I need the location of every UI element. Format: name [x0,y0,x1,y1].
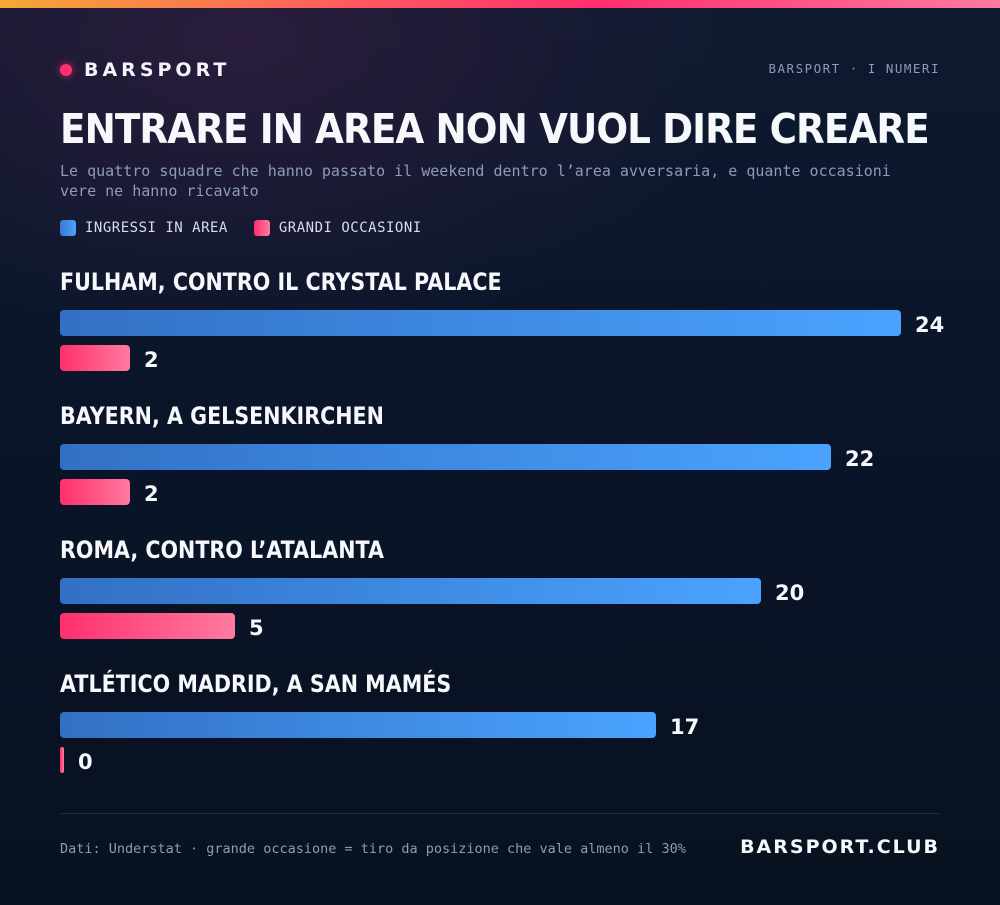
top-accent-bar [0,0,1000,8]
legend-item-ingressi: INGRESSI IN AREA [60,220,228,236]
data-label-occasioni: 2 [144,348,159,372]
data-label-ingressi: 20 [775,581,805,605]
data-label-occasioni: 2 [144,482,159,506]
chart-subtitle: Le quattro squadre che hanno passato il … [60,162,891,200]
bar-group: ATLÉTICO MADRID, A SAN MAMÉS 17 0 [60,664,940,784]
category-label: ROMA, CONTRO L’ATALANTA [60,536,384,564]
data-label-occasioni: 0 [78,750,93,774]
bar-occasioni [60,747,64,773]
legend-item-occasioni: GRANDI OCCASIONI [253,220,422,236]
brand-name: BARSPORT [84,59,231,81]
section-kicker: BARSPORT · I NUMERI [768,61,940,76]
bar-ingressi [60,578,761,604]
bar-occasioni [60,479,130,505]
brand-logo: BARSPORT [60,58,230,82]
bar-occasioni [60,613,235,639]
bar-group: ROMA, CONTRO L’ATALANTA 20 5 [60,530,940,650]
footer-divider [60,813,940,814]
bar-chart: FULHAM, CONTRO IL CRYSTAL PALACE 24 2 BAYER… [60,262,944,802]
legend-label-occasioni: GRANDI OCCASIONI [278,220,422,236]
data-label-ingressi: 17 [670,715,700,739]
data-label-occasioni: 5 [249,616,264,640]
bar-ingressi [60,444,831,470]
source-note: Dati: Understat · grande occasione = tir… [60,841,686,857]
chart-title: ENTRARE IN AREA NON VUOL DIRE CREARE [60,105,930,153]
bar-ingressi [60,712,656,738]
legend: INGRESSI IN AREA GRANDI OCCASIONI [60,218,448,238]
bar-group: BAYERN, A GELSENKIRCHEN 22 2 [60,396,940,516]
data-label-ingressi: 24 [915,313,945,337]
category-label: FULHAM, CONTRO IL CRYSTAL PALACE [60,268,502,296]
brand-dot-icon [60,64,72,76]
category-label: BAYERN, A GELSENKIRCHEN [60,402,384,430]
data-label-ingressi: 22 [845,447,875,471]
category-label: ATLÉTICO MADRID, A SAN MAMÉS [60,670,452,698]
bar-group: FULHAM, CONTRO IL CRYSTAL PALACE 24 2 [60,262,944,382]
legend-label-ingressi: INGRESSI IN AREA [85,220,228,236]
bar-occasioni [60,345,130,371]
bar-ingressi [60,310,901,336]
legend-swatch-occasioni [253,220,270,236]
legend-swatch-ingressi [60,220,76,236]
footer-brand: BARSPORT.CLUB [740,836,940,858]
